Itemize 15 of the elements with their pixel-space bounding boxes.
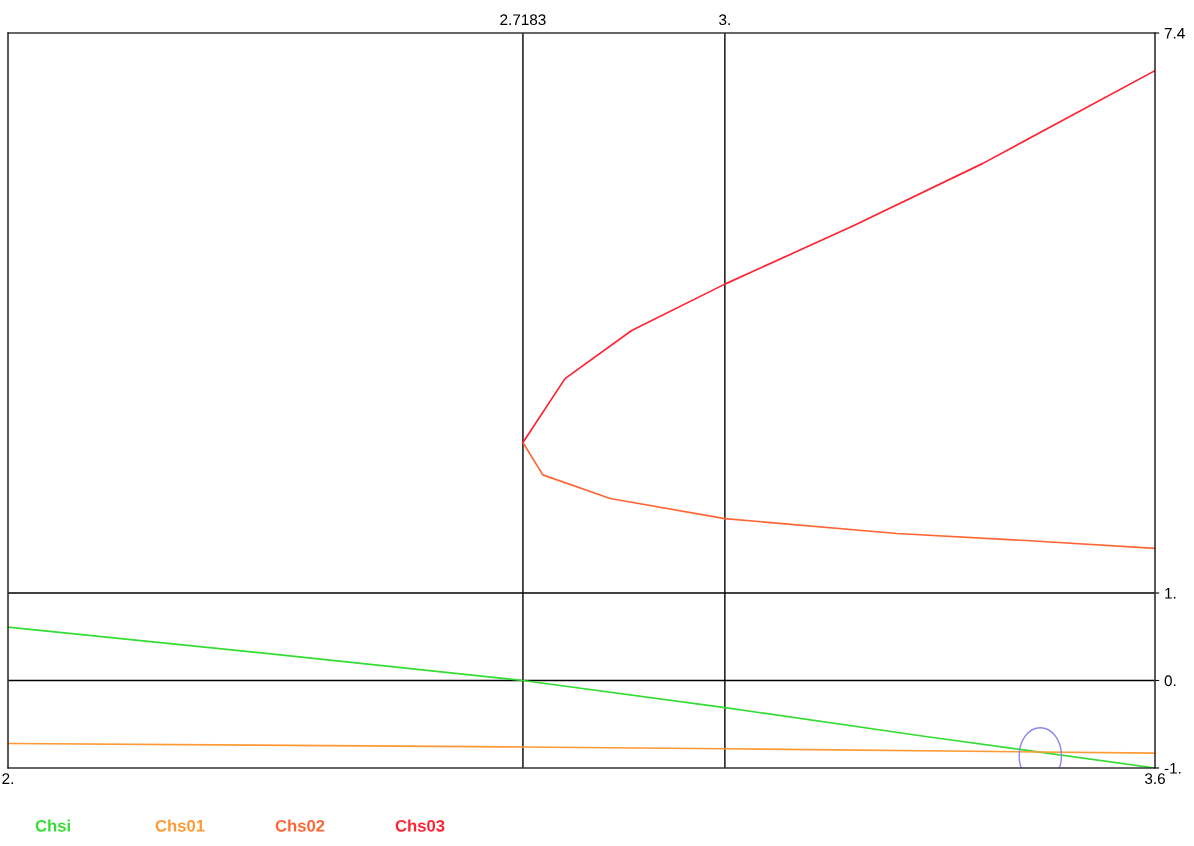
text: Chs03 (395, 819, 445, 832)
x2-tick-label: 2.7183 (500, 14, 546, 26)
x-tick-label: 3.6 (1144, 773, 1165, 785)
x-tick-label: 2. (2, 773, 13, 784)
y-tick-label: 0. (1164, 675, 1176, 687)
line-series (522, 69, 1155, 444)
line-series (522, 441, 1155, 550)
text: Chsi (35, 819, 70, 832)
line-series (8, 742, 1155, 754)
text: Chs01 (155, 819, 205, 832)
text: Chs02 (275, 819, 325, 832)
y-tick-label: -1. (1164, 763, 1181, 774)
x2-tick-label: 3. (719, 14, 730, 26)
y-tick-label: 1. (1165, 588, 1176, 599)
y-tick-label: 7.4 (1164, 28, 1185, 39)
